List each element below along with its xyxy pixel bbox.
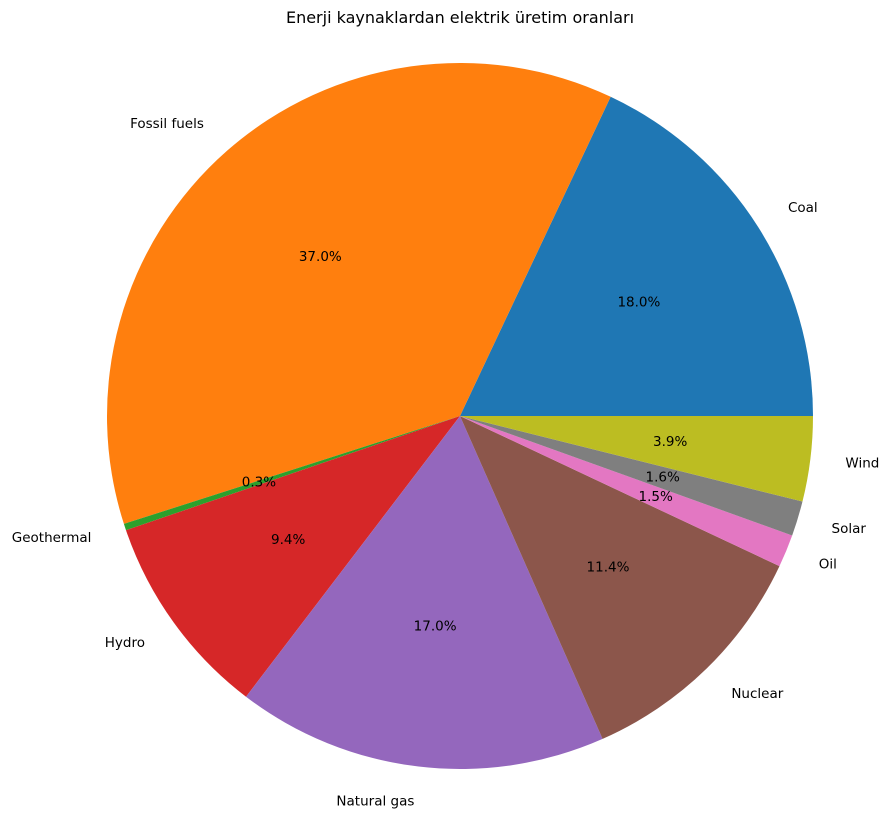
slice-percent-solar: 1.6% (645, 470, 679, 486)
slice-label-nuclear: Nuclear (731, 686, 783, 702)
slice-percent-natural-gas: 17.0% (414, 618, 457, 634)
slice-label-natural-gas: Natural gas (336, 794, 414, 810)
slice-percent-oil: 1.5% (639, 489, 673, 505)
pie-slice-nuclear (460, 416, 780, 739)
pie-slice-oil (460, 416, 793, 567)
slice-label-hydro: Hydro (105, 635, 145, 651)
slice-percent-coal: 18.0% (617, 295, 660, 311)
slice-percent-hydro: 9.4% (271, 532, 305, 548)
pie-slice-geothermal (123, 416, 460, 531)
slice-percent-nuclear: 11.4% (587, 560, 630, 576)
chart-title: Enerji kaynaklardan elektrik üretim oran… (285, 8, 635, 27)
pie-slice-solar (460, 416, 803, 536)
slices-layer (106, 62, 813, 769)
slice-label-geothermal: Geothermal (12, 530, 92, 546)
slice-label-coal: Coal (788, 200, 818, 216)
slice-percent-fossil-fuels: 37.0% (299, 249, 342, 265)
slice-label-solar: Solar (832, 521, 867, 537)
pie-slice-wind (460, 416, 813, 502)
slice-percent-wind: 3.9% (653, 434, 687, 450)
labels-layer: Coal 18.0% Fossil fuels 37.0% Geothermal 0.3%… (12, 116, 880, 809)
slice-label-oil: Oil (819, 556, 837, 572)
slice-percent-geothermal: 0.3% (242, 475, 276, 491)
pie-slice-coal (460, 96, 813, 417)
slice-label-fossil-fuels: Fossil fuels (130, 116, 204, 132)
pie-slice-fossil-fuels (106, 62, 611, 524)
pie-slice-hydro (125, 416, 461, 697)
slice-label-wind: Wind (845, 455, 879, 471)
pie-slice-natural-gas (246, 416, 603, 769)
